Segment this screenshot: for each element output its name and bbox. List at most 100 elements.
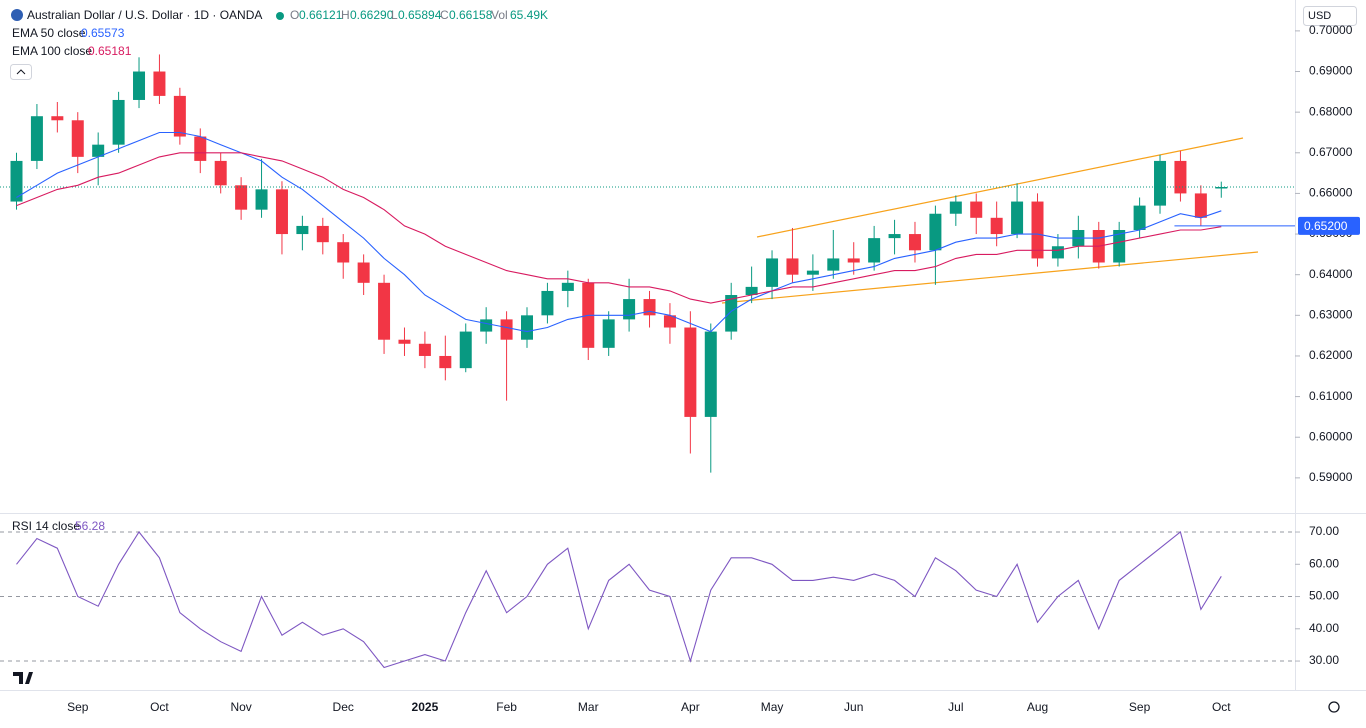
tv-logo (13, 672, 33, 684)
open-value: 0.66121 (299, 8, 343, 22)
candle-body (725, 295, 738, 332)
candle-body (1031, 201, 1044, 259)
x-tick-label: Feb (496, 700, 517, 714)
candle-body (684, 327, 697, 417)
high-label: H (341, 8, 350, 22)
x-tick-label: Oct (150, 700, 169, 714)
y-tick-label: 60.00 (1309, 556, 1339, 570)
candle-body (766, 258, 779, 287)
candle-body (92, 144, 105, 157)
x-tick-label: Oct (1212, 700, 1231, 714)
collapse-button[interactable] (10, 64, 32, 80)
y-tick-label: 30.00 (1309, 653, 1339, 667)
currency-box[interactable] (1303, 6, 1357, 26)
rsi-line (16, 531, 1222, 669)
candle-body (806, 270, 819, 275)
candle-body (970, 201, 983, 218)
high-value: 0.66290 (350, 8, 394, 22)
candle-body (459, 331, 472, 369)
currency: USD (1308, 10, 1331, 22)
candle-body (153, 71, 166, 96)
candle-body (500, 319, 513, 340)
rsi-value: 56.28 (75, 519, 105, 533)
candle-body (663, 315, 676, 328)
rsi-legend: RSI 14 close (12, 519, 80, 533)
candle-body (827, 258, 840, 271)
candle-body (51, 116, 64, 121)
candle-body (316, 225, 329, 243)
y-tick-label: 0.64000 (1309, 267, 1353, 281)
candle-body (337, 242, 350, 263)
ema-line (16, 152, 1222, 304)
ema-line (16, 131, 1222, 333)
candle-body (1051, 246, 1064, 259)
candle-body (868, 238, 881, 263)
candle-body (1113, 229, 1126, 263)
symbol-logo (11, 9, 23, 21)
candle-body (602, 319, 615, 348)
y-tick-label: 70.00 (1309, 524, 1339, 538)
low-label: L (391, 8, 398, 22)
candle-body (786, 258, 799, 275)
chart-title: Australian Dollar / U.S. Dollar · 1D · O… (27, 8, 262, 22)
candle-body (357, 262, 370, 283)
candle-body (235, 185, 248, 210)
y-tick-label: 0.60000 (1309, 429, 1353, 443)
x-tick-label: Apr (681, 700, 700, 714)
candle-body (1174, 160, 1187, 194)
candle-body (10, 160, 23, 202)
y-tick-label: 0.68000 (1309, 104, 1353, 118)
candle-body (1215, 187, 1228, 189)
x-tick-label: Aug (1027, 700, 1048, 714)
candle-body (194, 136, 207, 161)
x-tick-label: 2025 (412, 700, 439, 714)
candle-body (949, 201, 962, 214)
collapse-icon (16, 69, 26, 75)
market-status (276, 12, 284, 20)
candle-body (214, 160, 227, 186)
price-tag (1298, 216, 1360, 235)
candle-body (255, 189, 268, 210)
candle-body (398, 339, 411, 344)
price-tag-label: 0.65200 (1304, 219, 1348, 233)
candle-body (541, 290, 554, 316)
candle-body (378, 282, 391, 340)
ema50-legend: EMA 50 close (12, 26, 86, 40)
candle-body (275, 189, 288, 235)
low-value: 0.65894 (398, 8, 442, 22)
x-tick-label: Sep (1129, 700, 1151, 714)
candle-body (1133, 205, 1146, 230)
settings-icon[interactable] (1328, 701, 1340, 713)
x-tick-label: Sep (67, 700, 89, 714)
x-tick-label: Jun (844, 700, 863, 714)
candle-body (296, 225, 309, 235)
y-tick-label: 40.00 (1309, 621, 1339, 635)
y-tick-label: 0.70000 (1309, 23, 1353, 37)
candle-body (480, 319, 493, 332)
volume-label: Vol (491, 8, 508, 22)
candle-body (623, 299, 636, 320)
candle-body (1194, 193, 1207, 218)
y-tick-label: 0.62000 (1309, 348, 1353, 362)
candle-body (745, 286, 758, 296)
candle-body (847, 258, 860, 263)
candle-body (112, 99, 125, 145)
y-tick-label: 0.67000 (1309, 145, 1353, 159)
y-tick-label: 50.00 (1309, 589, 1339, 603)
x-tick-label: Dec (333, 700, 354, 714)
channel-lower (721, 251, 1259, 304)
x-tick-label: Mar (578, 700, 599, 714)
candle-body (561, 282, 574, 291)
close-value: 0.66158 (449, 8, 493, 22)
open-label: O (290, 8, 299, 22)
x-tick-label: Nov (230, 700, 251, 714)
y-tick-label: 0.59000 (1309, 470, 1353, 484)
volume-value: 65.49K (510, 8, 548, 22)
candle-body (1154, 160, 1167, 206)
y-tick-label: 0.66000 (1309, 186, 1353, 200)
ema100-legend: EMA 100 close (12, 44, 92, 58)
candle-body (929, 213, 942, 251)
candle-body (643, 299, 656, 316)
y-tick-label: 0.61000 (1309, 389, 1353, 403)
